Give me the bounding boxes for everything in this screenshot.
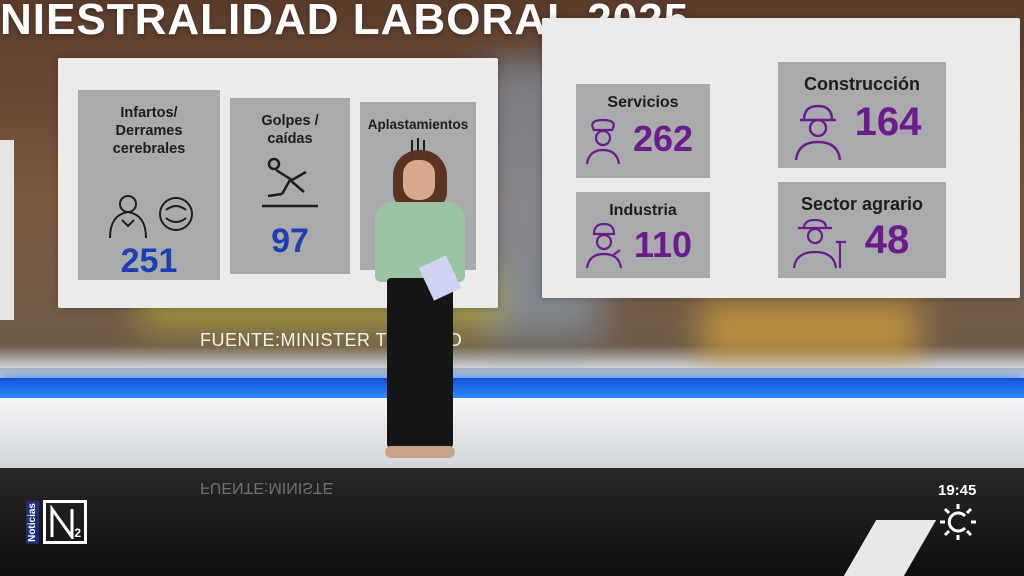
sector-label: Construcción: [803, 74, 920, 94]
presenter-feet: [385, 446, 455, 458]
mechanic-icon: [585, 222, 623, 269]
presenter: [365, 150, 475, 465]
sector-label: Industria: [609, 202, 677, 219]
left-panel-edge: [0, 140, 14, 320]
floor-reflection-text: FUENTE:MINISTE: [200, 479, 334, 496]
sector-value: 262: [632, 118, 694, 159]
presenter-face: [403, 160, 435, 200]
farmer-icon: [792, 218, 846, 269]
n-logo-icon: [50, 505, 74, 539]
hardhat-worker-icon: [794, 104, 842, 161]
channel-logo: Noticias 2: [26, 498, 87, 546]
cause-value: 97: [271, 222, 309, 260]
falling-person-icon: [262, 157, 318, 208]
cause-label: Golpes / caídas: [261, 113, 319, 147]
sector-value: 48: [864, 218, 910, 262]
channel-number: 2: [74, 526, 81, 540]
chef-icon: [585, 118, 621, 165]
clock: 19:45: [938, 482, 977, 499]
sector-label: Servicios: [607, 94, 679, 111]
sun-logo-icon: [940, 504, 976, 540]
cause-card-infartos: Infartos/ Derrames cerebrales 251: [78, 90, 220, 280]
sector-card-servicios: Servicios 262: [576, 84, 710, 178]
sector-value: 164: [854, 100, 922, 144]
cause-label: Aplastamientos: [367, 117, 469, 132]
channel-logo-box: 2: [43, 500, 87, 544]
cause-card-golpes: Golpes / caídas 97: [230, 98, 350, 274]
channel-label: Noticias: [26, 500, 39, 544]
studio-stage: [0, 398, 1024, 468]
sector-label: Sector agrario: [800, 194, 924, 214]
sector-value: 110: [633, 224, 693, 265]
cause-value: 251: [120, 242, 178, 280]
sector-card-construccion: Construcción 164: [778, 62, 946, 168]
sectors-panel: Servicios 262 Construcción 164 Industria: [542, 18, 1020, 298]
cause-label: Infartos/ Derrames cerebrales: [112, 105, 186, 157]
heart-brain-icon: [109, 195, 193, 239]
presenter-pants: [387, 278, 453, 448]
sector-card-agrario: Sector agrario 48: [778, 182, 946, 278]
studio-light-band: [0, 378, 1024, 398]
sector-card-industria: Industria 110: [576, 192, 710, 278]
background-yellow-blur: [700, 300, 920, 360]
